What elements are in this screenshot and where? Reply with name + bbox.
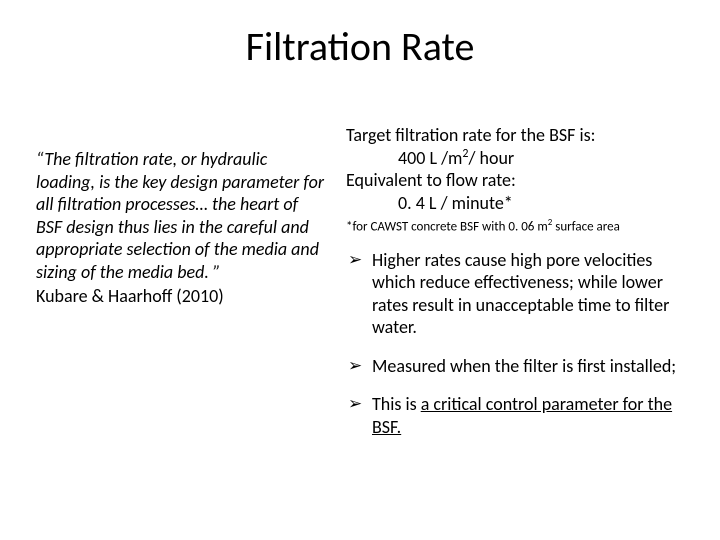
- target-line-2-post: / hour: [469, 147, 515, 169]
- footnote-pre: *for CAWST concrete BSF with 0. 06 m: [346, 219, 548, 234]
- quote-attribution: Kubare & Haarhoff (2010): [36, 285, 326, 308]
- footnote: *for CAWST concrete BSF with 0. 06 m2 su…: [346, 218, 692, 235]
- bullet-1: Higher rates cause high pore velocities …: [346, 249, 692, 339]
- left-column: “The filtration rate, or hydraulic loadi…: [36, 148, 326, 308]
- quote-text: “The filtration rate, or hydraulic loadi…: [36, 148, 326, 283]
- target-line-4: 0. 4 L / minute*: [346, 192, 692, 215]
- bullet-3: This is a critical control parameter for…: [346, 393, 692, 438]
- right-column: Target filtration rate for the BSF is: 4…: [346, 124, 692, 454]
- slide: Filtration Rate “The filtration rate, or…: [0, 0, 720, 540]
- slide-title: Filtration Rate: [0, 22, 720, 71]
- target-line-3: Equivalent to flow rate:: [346, 169, 692, 192]
- bullet-2: Measured when the filter is first instal…: [346, 355, 692, 378]
- bullet-list: Higher rates cause high pore velocities …: [346, 249, 692, 439]
- target-line-1: Target filtration rate for the BSF is:: [346, 124, 692, 147]
- footnote-post: surface area: [552, 219, 620, 234]
- target-line-2-pre: 400 L /m: [398, 147, 462, 169]
- target-line-2: 400 L /m2/ hour: [346, 147, 692, 170]
- bullet-3-pre: This is: [372, 393, 421, 415]
